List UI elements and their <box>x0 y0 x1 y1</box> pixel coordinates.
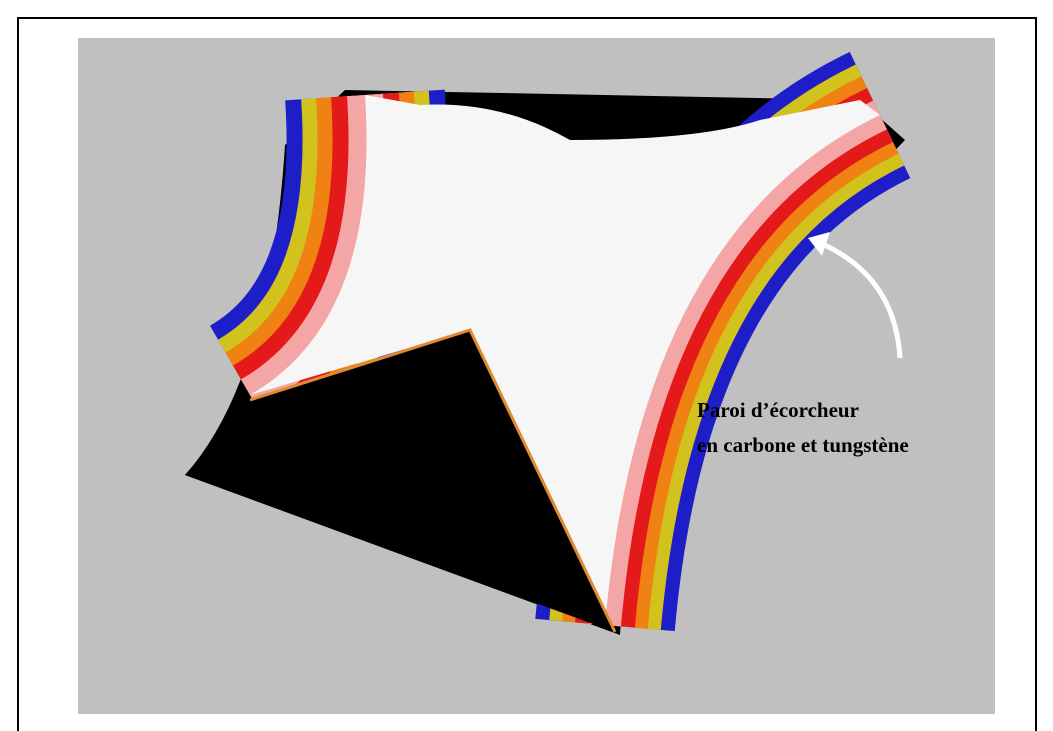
annotation-arrow <box>808 232 903 359</box>
cold-wedge <box>185 330 615 632</box>
annotation-text: en carbone et tungstène <box>697 433 909 457</box>
hot-region <box>250 95 880 625</box>
band-pink <box>240 93 385 411</box>
arrow-shaft <box>817 239 903 359</box>
wedge-edge <box>249 328 617 633</box>
arrow-head <box>808 232 830 256</box>
annotation-text: Paroi d’écorcheur <box>697 398 859 422</box>
simulation-field <box>185 51 912 635</box>
